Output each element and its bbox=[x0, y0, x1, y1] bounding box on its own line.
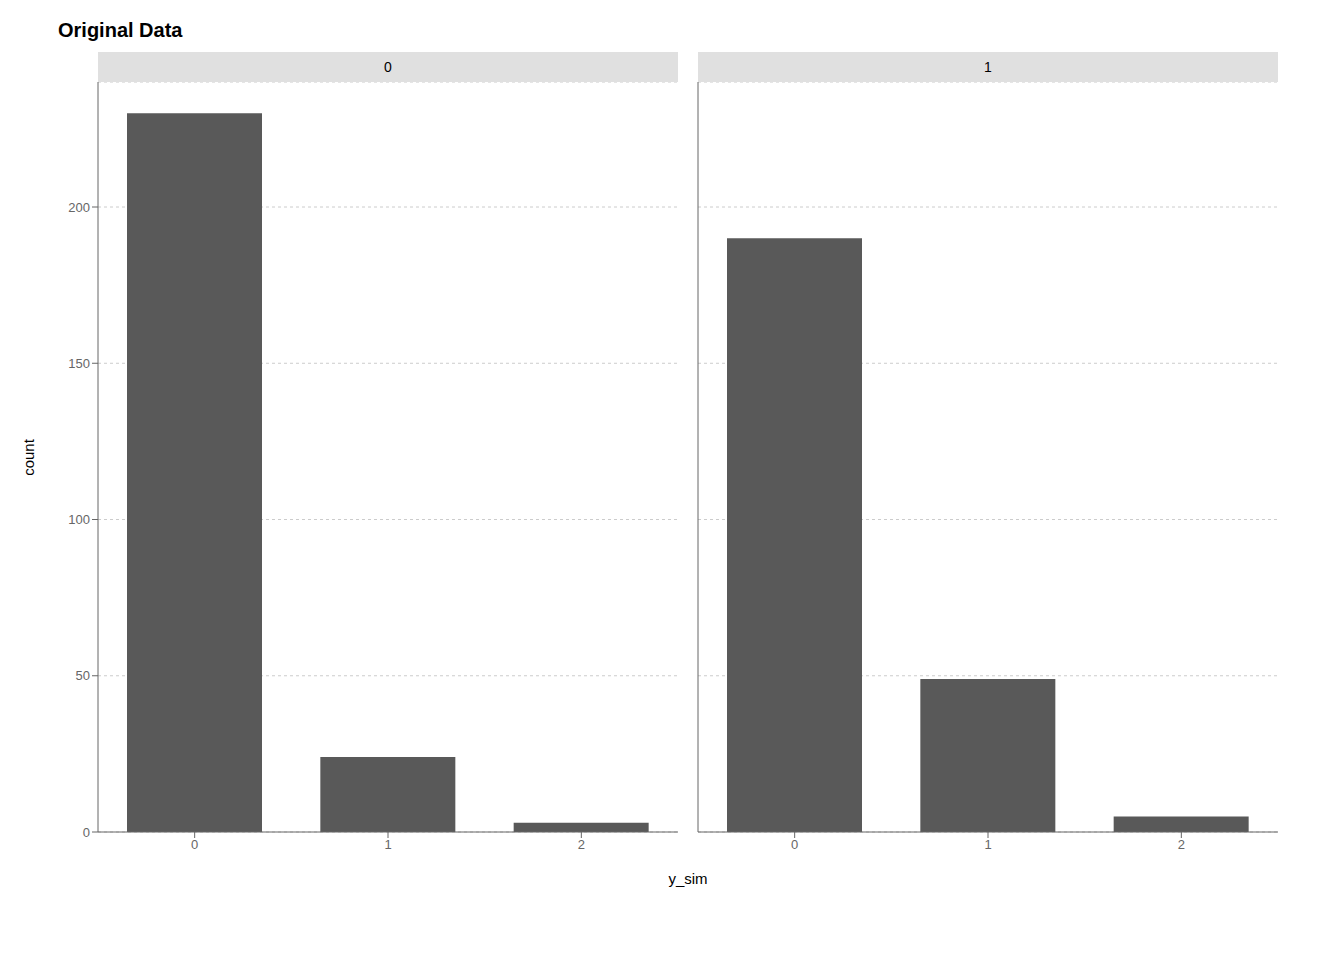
svg-text:2: 2 bbox=[1178, 837, 1185, 852]
svg-text:100: 100 bbox=[68, 512, 90, 527]
html-text:0: 0 bbox=[384, 59, 392, 75]
html-text:y_sim: y_sim bbox=[668, 870, 708, 887]
html-text:count: count bbox=[19, 438, 37, 476]
svg-text:0: 0 bbox=[83, 825, 90, 840]
svg-text:1: 1 bbox=[984, 837, 991, 852]
svg-text:150: 150 bbox=[68, 356, 90, 371]
svg-text:200: 200 bbox=[68, 200, 90, 215]
html-text:Original Data: Original Data bbox=[58, 18, 183, 41]
svg-text:50: 50 bbox=[76, 668, 90, 683]
html-text:1: 1 bbox=[984, 59, 992, 75]
svg-text:0: 0 bbox=[791, 837, 798, 852]
svg-text:0: 0 bbox=[191, 837, 198, 852]
svg-text:1: 1 bbox=[384, 837, 391, 852]
svg-text:2: 2 bbox=[578, 837, 585, 852]
